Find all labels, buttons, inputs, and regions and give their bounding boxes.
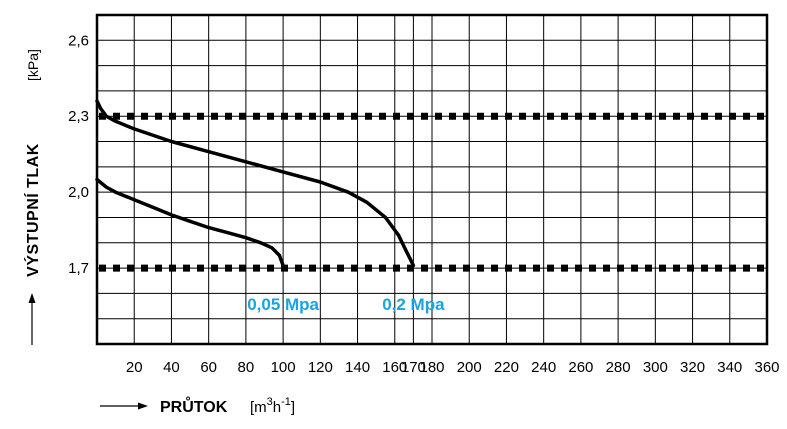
- x-axis-title: PRŮTOK: [160, 396, 228, 416]
- y-tick-label: 2,0: [68, 184, 89, 201]
- x-axis-unit-open: [m: [250, 399, 267, 416]
- x-axis-unit-mid: h: [273, 399, 281, 416]
- grid: [97, 15, 768, 344]
- x-tick-label: 220: [494, 359, 519, 376]
- x-axis-unit: [m3h-1]: [250, 396, 295, 416]
- x-tick-label: 180: [419, 359, 444, 376]
- y-axis-unit: [kPa]: [25, 49, 41, 81]
- x-tick-label: 360: [754, 359, 779, 376]
- x-tick-label: 280: [606, 359, 631, 376]
- x-tick-label: 80: [238, 359, 255, 376]
- x-tick-label: 170: [401, 359, 426, 376]
- x-tick-label: 160: [382, 359, 407, 376]
- series-line-2: [95, 99, 416, 268]
- series-label-2: 0,2 Mpa: [382, 295, 445, 314]
- x-axis-unit-sup2: -1: [281, 396, 291, 408]
- y-tick-labels: 1,7 2,0 2,3 2,6: [68, 32, 89, 277]
- y-tick-label: 1,7: [68, 260, 89, 277]
- x-tick-label: 40: [163, 359, 180, 376]
- y-axis-title-group: VÝSTUPNÍ TLAK: [23, 143, 42, 277]
- x-tick-label: 260: [568, 359, 593, 376]
- plot-frame: [95, 13, 769, 346]
- y-axis-unit-group: [kPa]: [25, 49, 41, 81]
- y-axis-arrow-icon: [28, 293, 36, 345]
- x-tick-label: 300: [643, 359, 668, 376]
- series-curves: [95, 99, 416, 268]
- y-axis-title: VÝSTUPNÍ TLAK: [23, 143, 42, 277]
- x-tick-label: 140: [345, 359, 370, 376]
- x-tick-label: 100: [271, 359, 296, 376]
- series-line-1: [95, 177, 285, 268]
- x-tick-label: 320: [680, 359, 705, 376]
- y-tick-label: 2,6: [68, 32, 89, 49]
- x-tick-label: 120: [308, 359, 333, 376]
- series-label-1: 0,05 Mpa: [247, 295, 319, 314]
- x-tick-label: 20: [126, 359, 143, 376]
- x-axis-unit-close: ]: [291, 399, 295, 416]
- series-labels: 0,05 Mpa 0,2 Mpa: [247, 295, 445, 314]
- x-tick-label: 340: [717, 359, 742, 376]
- x-axis-unit-sup1: 3: [267, 396, 273, 408]
- x-tick-label: 240: [531, 359, 556, 376]
- x-tick-label: 60: [200, 359, 217, 376]
- x-tick-label: 200: [457, 359, 482, 376]
- y-tick-label: 2,3: [68, 108, 89, 125]
- x-axis-arrow-icon: [100, 402, 148, 410]
